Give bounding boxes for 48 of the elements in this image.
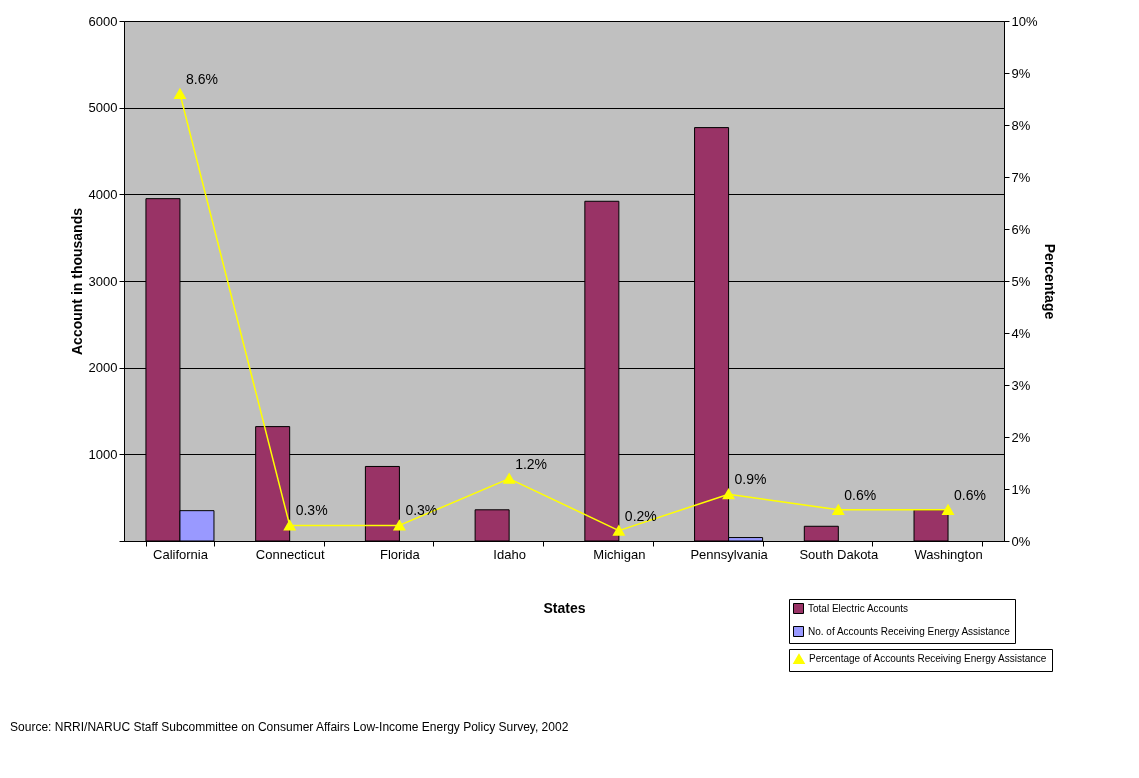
y2-tick-label: 2% — [1011, 429, 1031, 445]
point — [832, 504, 845, 515]
x-tick-label: Pennsylvania — [690, 546, 769, 562]
data-label: 0.3% — [295, 502, 328, 519]
legend-label: Total Electric Accounts — [808, 602, 909, 614]
data-label: 0.2% — [624, 507, 657, 524]
y2-tick-label: 9% — [1011, 65, 1031, 81]
y-tick-label: 3000 — [88, 273, 118, 289]
y2-tick-label: 4% — [1011, 325, 1031, 341]
x-tick-label: California — [153, 546, 209, 562]
y-axis-title: Account in thousands — [68, 207, 85, 355]
y-tick-label: 2000 — [88, 360, 118, 376]
data-label: 0.3% — [405, 502, 438, 519]
point — [503, 473, 515, 484]
data-label: 0.9% — [734, 471, 767, 488]
point — [942, 504, 954, 515]
y2-tick-label: 6% — [1011, 221, 1031, 237]
data-label: 8.6% — [185, 70, 218, 87]
y2-tick-label: 7% — [1011, 169, 1031, 185]
legend-label: Percentage of Accounts Receiving Energy Assistance — [809, 653, 1047, 664]
source-note: Source: NRRI/NARUC Staff Subcommittee on Consumer Affairs Low-Income Energy Policy Survey, 2002 — [10, 719, 569, 734]
point — [283, 520, 296, 531]
y2-tick-label: 10% — [1011, 13, 1038, 29]
legend-label: No. of Accounts Receiving Energy Assistance — [808, 625, 1011, 637]
x-tick-label: South Dakota — [799, 546, 879, 562]
data-label: 1.2% — [515, 455, 548, 472]
y-tick-label: 5000 — [88, 100, 118, 116]
y2-tick-label: 5% — [1011, 273, 1031, 289]
x-tick-label: Michigan — [593, 546, 646, 562]
y2-tick-label: 0% — [1011, 533, 1031, 549]
data-label: 0.6% — [954, 486, 986, 503]
x-tick-label: Washington — [914, 546, 983, 562]
y-tick-label: 4000 — [88, 186, 118, 202]
point — [722, 489, 735, 500]
x-tick-label: Connecticut — [255, 546, 325, 562]
y2-tick-label: 3% — [1011, 377, 1031, 393]
point — [393, 520, 406, 531]
point — [613, 525, 625, 536]
x-tick-label: Idaho — [493, 546, 526, 562]
point — [174, 88, 186, 99]
y2-tick-label: 1% — [1011, 481, 1031, 497]
y-tick-label: 1000 — [88, 446, 118, 462]
x-tick-label: Florida — [380, 546, 421, 562]
x-axis-title: States — [543, 599, 586, 616]
y2-axis-title: Percentage — [1041, 243, 1058, 320]
data-label: 0.6% — [844, 486, 877, 503]
y-tick-label: 6000 — [88, 13, 118, 29]
y2-tick-label: 8% — [1011, 117, 1031, 133]
